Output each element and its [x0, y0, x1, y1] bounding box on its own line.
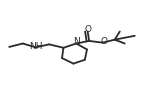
- Text: O: O: [85, 25, 92, 34]
- Text: O: O: [101, 37, 108, 46]
- Text: N: N: [73, 37, 80, 46]
- Text: NH: NH: [30, 42, 43, 51]
